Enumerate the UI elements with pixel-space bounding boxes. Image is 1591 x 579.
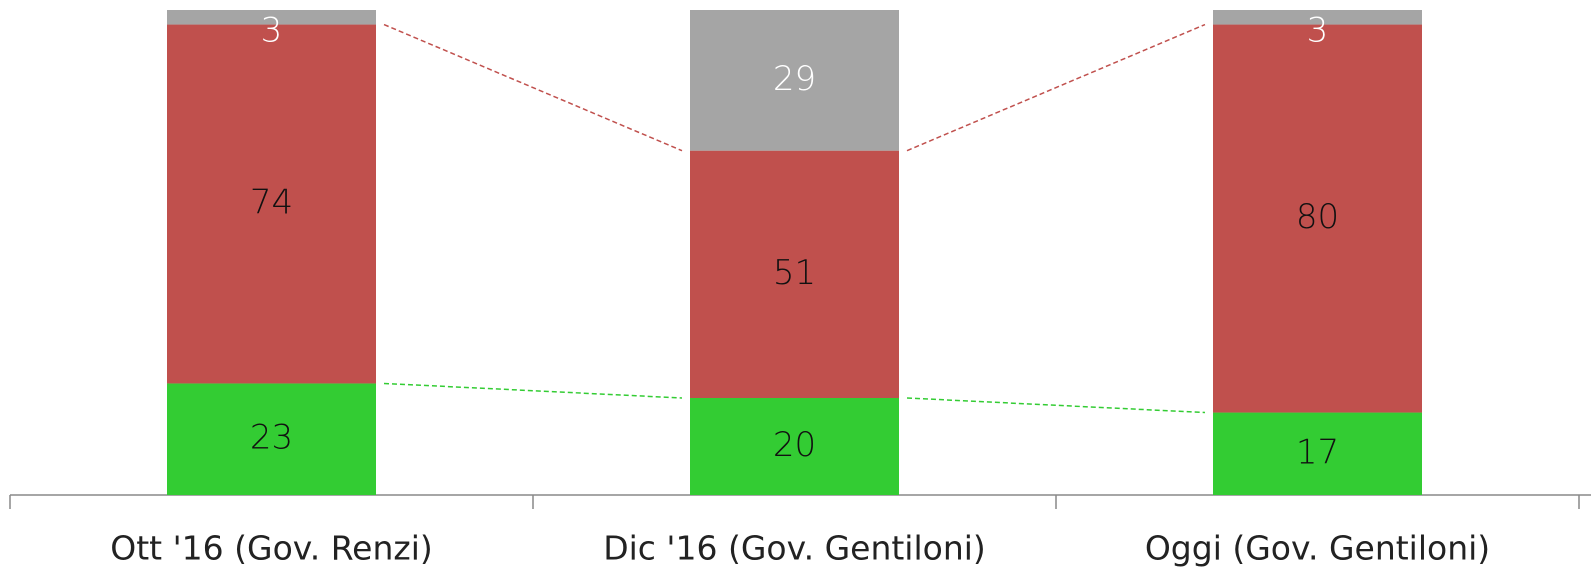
data-label: 51 [773,253,816,293]
bar-segment [167,10,376,25]
data-label: 20 [773,425,816,465]
bar-segment [690,398,899,495]
connector [906,397,1206,414]
data-label: 74 [250,183,293,223]
bar-segment [690,10,899,151]
x-tick-label: Ott '16 (Gov. Renzi) [110,529,433,568]
connector [383,382,683,399]
connector [906,23,1206,152]
data-label: 17 [1296,432,1339,472]
bar-segment [1213,10,1422,25]
bar-segment [1213,24,1422,413]
data-label: 3 [1307,11,1329,51]
bar-segment [690,150,899,398]
data-label: 80 [1296,197,1339,237]
x-tick-label: Oggi (Gov. Gentiloni) [1145,529,1490,568]
data-label: 23 [250,418,293,458]
bar-segment [167,383,376,495]
bar-segment [1213,412,1422,495]
bar-segment [167,24,376,384]
data-label: 3 [261,11,283,51]
connector [383,23,683,152]
x-tick-label: Dic '16 (Gov. Gentiloni) [603,529,986,568]
data-label: 29 [773,59,816,99]
